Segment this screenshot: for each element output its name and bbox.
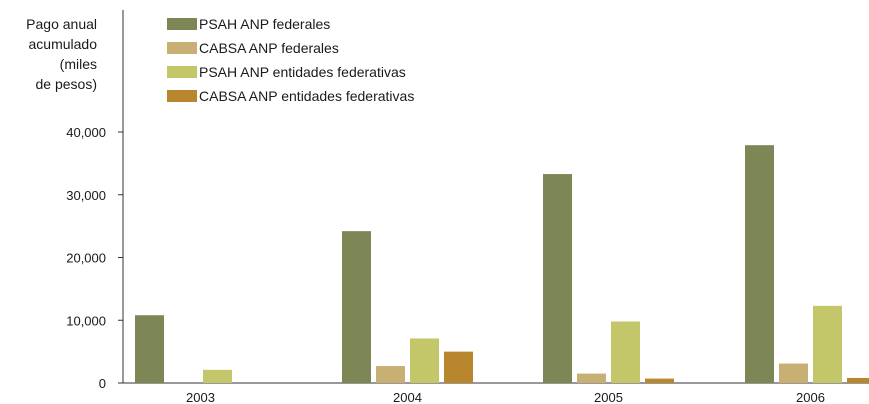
- y-axis-label-line: (miles: [59, 56, 97, 72]
- x-axis: 2003 2004 2005 2006: [123, 382, 869, 404]
- x-tick-label: 2005: [594, 390, 623, 404]
- legend-swatch: [167, 42, 197, 54]
- bar: [645, 378, 674, 383]
- bar: [847, 377, 869, 383]
- bar: [813, 305, 842, 383]
- bar: [376, 366, 405, 383]
- y-tick-label: 10,000: [66, 313, 106, 328]
- y-axis-label: Pago anual acumulado (miles de pesos): [26, 14, 97, 94]
- bars: [135, 145, 869, 383]
- bar: [410, 338, 439, 383]
- bar: [342, 231, 371, 383]
- bar: [203, 369, 232, 383]
- legend-swatch: [167, 18, 197, 30]
- x-tick-label: 2006: [796, 390, 825, 404]
- bar: [779, 363, 808, 383]
- y-tick-label: 40,000: [66, 125, 106, 140]
- y-axis-label-line: acumulado: [28, 36, 98, 52]
- y-axis-label-line: de pesos): [35, 76, 97, 92]
- x-tick-label: 2003: [186, 390, 215, 404]
- y-tick-label: 20,000: [66, 251, 106, 266]
- legend-swatch: [167, 90, 197, 102]
- bar: [543, 174, 572, 383]
- legend-label: PSAH ANP entidades federativas: [199, 64, 406, 80]
- bar: [745, 145, 774, 383]
- x-tick-label: 2004: [393, 390, 422, 404]
- legend-swatch: [167, 66, 197, 78]
- bar: [611, 321, 640, 383]
- y-tick-label: 0: [99, 376, 106, 391]
- legend-label: CABSA ANP federales: [199, 40, 339, 56]
- y-tick-label: 30,000: [66, 188, 106, 203]
- legend-label: CABSA ANP entidades federativas: [199, 88, 414, 104]
- y-axis: 0 10,000 20,000 30,000 40,000: [66, 10, 124, 391]
- bar: [444, 351, 473, 383]
- y-axis-label-line: Pago anual: [26, 16, 97, 32]
- legend-label: PSAH ANP federales: [199, 16, 330, 32]
- bar: [135, 315, 164, 383]
- bar: [577, 373, 606, 383]
- legend: PSAH ANP federales CABSA ANP federales PSA…: [167, 16, 414, 104]
